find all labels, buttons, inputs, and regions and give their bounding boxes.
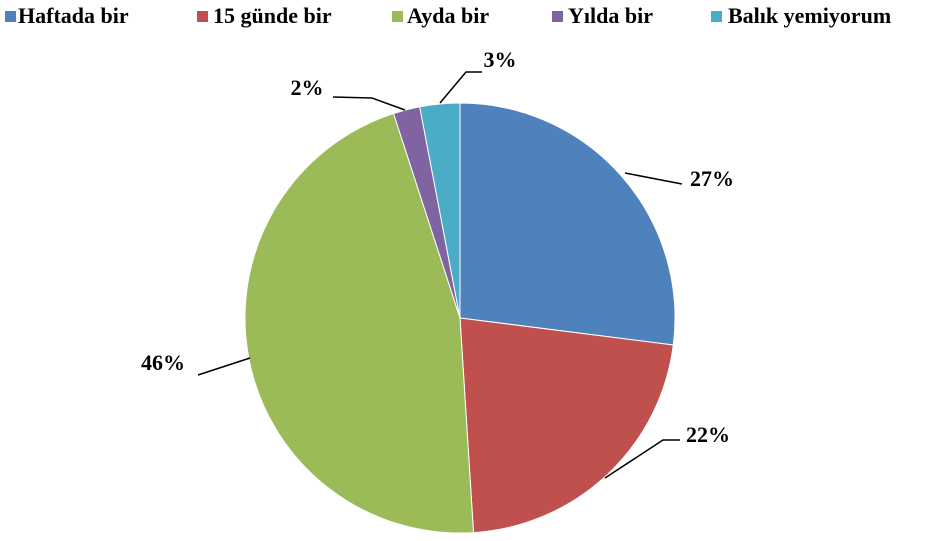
- legend-swatch: [392, 11, 403, 22]
- leader-line: [439, 71, 482, 104]
- data-label: 46%: [141, 350, 185, 375]
- leader-line: [197, 357, 251, 376]
- pie-slice: [419, 102, 461, 319]
- data-label: 3%: [484, 47, 517, 72]
- pie-slice: [459, 102, 676, 346]
- legend-label: Yılda bir: [568, 3, 653, 28]
- leader-line: [624, 172, 683, 185]
- legend-label: Haftada bir: [18, 3, 129, 28]
- leader-line: [332, 96, 406, 111]
- legend-swatch: [552, 11, 563, 22]
- data-label: 27%: [690, 166, 734, 191]
- legend-swatch: [197, 11, 208, 22]
- legend-swatch: [711, 11, 722, 22]
- legend-label: 15 günde bir: [213, 3, 332, 28]
- legend-label: Balık yemiyorum: [728, 3, 891, 28]
- data-label: 22%: [686, 422, 730, 447]
- leader-line: [604, 439, 680, 479]
- data-label: 2%: [291, 75, 324, 100]
- legend-swatch: [5, 11, 16, 22]
- pie-slice: [459, 317, 674, 534]
- legend-label: Ayda bir: [407, 3, 489, 28]
